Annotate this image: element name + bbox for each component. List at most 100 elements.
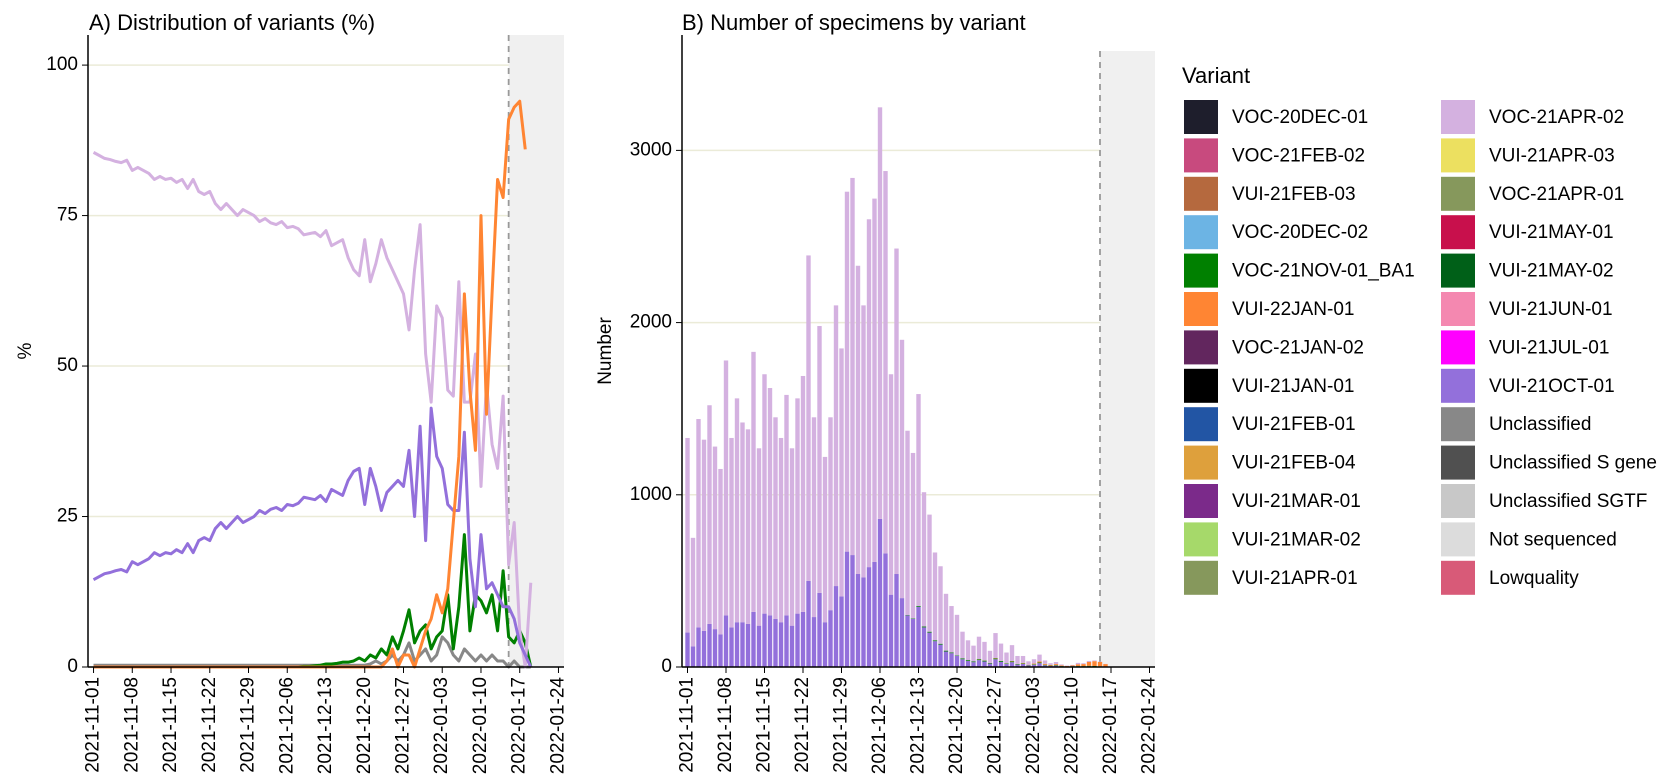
legend-swatch xyxy=(1184,484,1218,518)
legend-swatch xyxy=(1441,522,1475,557)
bar-segment xyxy=(767,388,773,616)
bar-segment xyxy=(949,652,954,654)
bar-segment xyxy=(839,348,844,597)
bar-segment xyxy=(894,574,899,667)
x-tick-label: 2021-11-08 xyxy=(715,677,736,773)
bar-segment xyxy=(811,417,817,618)
x-tick-label: 2022-01-10 xyxy=(1062,677,1083,774)
x-tick-label: 2022-01-03 xyxy=(1023,677,1044,774)
bar-segment xyxy=(1070,664,1075,666)
bar-segment xyxy=(850,555,855,667)
x-tick-label: 2021-12-13 xyxy=(908,677,929,774)
y-tick-label: 100 xyxy=(46,54,78,75)
bar-segment xyxy=(1015,664,1020,665)
legend-label: VUI-21FEB-04 xyxy=(1232,453,1356,474)
bar-segment xyxy=(701,630,707,667)
legend-label: VOC-21JAN-02 xyxy=(1232,337,1364,358)
bar-segment xyxy=(982,661,987,667)
series-line xyxy=(92,406,533,668)
bar-segment xyxy=(773,618,778,667)
bar-segment xyxy=(789,625,795,667)
bar-segment xyxy=(800,611,806,667)
legend-swatch xyxy=(1441,138,1475,173)
y-axis-label: Number xyxy=(595,317,616,385)
bar-segment xyxy=(905,615,910,667)
bar-segment xyxy=(1037,662,1042,664)
bar-segment xyxy=(971,662,976,667)
bar-segment xyxy=(982,660,987,662)
bar-segment xyxy=(1020,663,1026,664)
x-tick-label: 2022-01-24 xyxy=(547,677,568,775)
bar-segment xyxy=(817,592,822,667)
bar-segment xyxy=(729,627,734,667)
bar-segment xyxy=(949,653,954,667)
bar-segment xyxy=(1042,663,1048,665)
bar-segment xyxy=(987,663,993,664)
bar-segment xyxy=(921,492,927,627)
bar-segment xyxy=(938,566,943,644)
legend-label: VOC-21APR-01 xyxy=(1489,184,1624,205)
bar-segment xyxy=(773,417,778,619)
bar-segment xyxy=(844,551,850,667)
bar-segment xyxy=(993,658,998,660)
bar-segment xyxy=(844,191,850,552)
bar-segment xyxy=(1053,662,1059,665)
legend-label: VUI-21OCT-01 xyxy=(1489,376,1615,397)
legend-label: Lowquality xyxy=(1489,568,1579,589)
bar-segment xyxy=(965,640,971,661)
bar-segment xyxy=(855,574,861,667)
bar-segment xyxy=(877,107,883,519)
series-line xyxy=(93,635,531,669)
bar-segment xyxy=(921,627,927,667)
legend-swatch xyxy=(1184,368,1218,403)
bar-segment xyxy=(1081,663,1086,665)
bar-segment xyxy=(910,618,916,619)
bar-segment xyxy=(1037,654,1042,662)
bar-segment xyxy=(1086,662,1092,666)
legend-swatch xyxy=(1441,484,1475,518)
legend-label: VUI-21JUL-01 xyxy=(1489,337,1609,358)
bar-segment xyxy=(899,339,905,599)
bar-segment xyxy=(1053,664,1059,666)
legend-label: VOC-21NOV-01_BA1 xyxy=(1232,261,1415,282)
bar-segment xyxy=(921,626,927,628)
bar-segment xyxy=(1026,665,1031,667)
x-tick-label: 2021-12-06 xyxy=(276,677,297,774)
bar-segment xyxy=(1103,664,1108,667)
bar-segment xyxy=(800,375,806,612)
legend-label: Unclassified SGTF xyxy=(1489,491,1647,512)
bar-segment xyxy=(795,613,800,667)
legend-label: VUI-21APR-01 xyxy=(1232,568,1358,589)
x-tick-label: 2022-01-17 xyxy=(1100,677,1121,774)
bar-segment xyxy=(916,605,921,607)
bar-segment xyxy=(976,660,982,667)
bar-segment xyxy=(943,651,949,667)
legend-label: VUI-21MAY-02 xyxy=(1489,261,1614,282)
bar-segment xyxy=(756,448,762,626)
chart-title: A) Distribution of variants (%) xyxy=(89,10,375,35)
bar-segment xyxy=(954,655,960,667)
bar-segment xyxy=(701,439,707,631)
bar-segment xyxy=(965,660,971,667)
bar-segment xyxy=(954,655,960,656)
legend-swatch xyxy=(1184,522,1218,557)
bar-segment xyxy=(872,561,877,667)
bar-segment xyxy=(866,567,872,667)
bar-segment xyxy=(938,643,943,645)
forecast-shade xyxy=(508,35,564,667)
x-tick-label: 2021-12-27 xyxy=(393,677,414,774)
x-tick-label: 2021-11-08 xyxy=(121,677,142,773)
bar-segment xyxy=(883,171,888,554)
bar-segment xyxy=(998,643,1004,661)
legend-label: VUI-21JAN-01 xyxy=(1232,376,1355,397)
bar-segment xyxy=(982,641,987,661)
bar-segment xyxy=(712,629,718,667)
bar-segment xyxy=(1059,664,1064,666)
legend-label: VOC-21FEB-02 xyxy=(1232,145,1365,166)
bar-segment xyxy=(729,437,734,628)
bar-segment xyxy=(949,606,954,653)
bar-segment xyxy=(1004,663,1009,667)
bar-segment xyxy=(762,613,767,667)
bar-segment xyxy=(839,596,844,667)
bar-segment xyxy=(723,615,729,667)
